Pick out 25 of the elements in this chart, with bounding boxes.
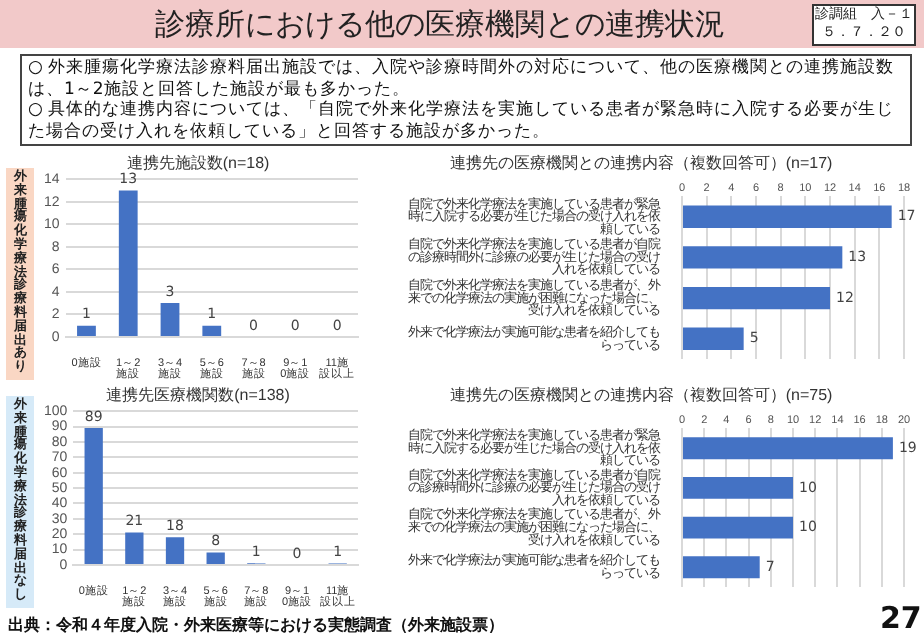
bar [683, 246, 843, 269]
chart-title: 連携先施設数(n=18) [126, 154, 271, 173]
text: 診療所における他の医療機関との連携状況 [153, 6, 727, 42]
bar [683, 556, 760, 579]
bar [683, 327, 744, 350]
bar [683, 437, 893, 460]
bar [683, 205, 892, 228]
chart-title: 連携先の医療機関との連携内容（複数回答可）(n=17) [449, 154, 834, 173]
bar [683, 286, 830, 310]
bar [202, 325, 222, 336]
bar [683, 477, 793, 499]
chart-title: 連携先の医療機関との連携内容（複数回答可）(n=75) [449, 386, 834, 405]
source-note: 出典：令和４年度入院・外来医療等における実態調査（外来施設票） [8, 614, 504, 636]
bar [206, 552, 225, 564]
text: ○ 外来腫瘍化学療法診療料届出施設では、入院や診療時間外の対応について、他の医療機関との連携施設数は、1～2施設と回答した施設が最も多かった。 [28, 58, 897, 99]
bar [165, 537, 185, 564]
bar [160, 303, 180, 336]
text: ○ 具体的な連携内容については、「自院で外来化学療法を実施している患者が緊急時に入院する必要が生じた場合の受け入れを依頼している」と回答する施設が多かった。 [28, 100, 897, 142]
text: 27 [880, 600, 922, 636]
bar [118, 190, 138, 336]
bar [77, 325, 96, 336]
bar [84, 428, 103, 564]
chart-title: 連携先医療機関数(n=138) [106, 386, 291, 405]
bar [125, 532, 144, 564]
bar [683, 516, 793, 539]
